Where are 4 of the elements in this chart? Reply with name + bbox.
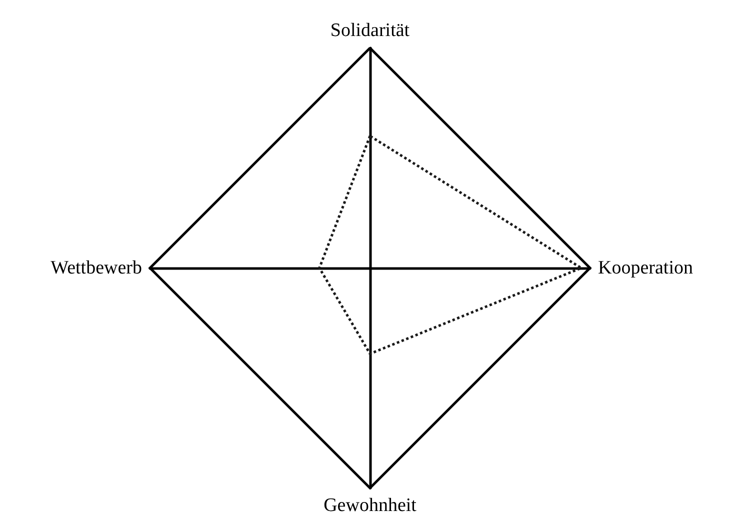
spoke-label: Wettbewerb (50, 258, 142, 278)
spoke-label: Gewohnheit (324, 495, 418, 516)
spoke-label: Solidarität (330, 20, 410, 41)
spoke-label: Kooperation (598, 258, 694, 278)
